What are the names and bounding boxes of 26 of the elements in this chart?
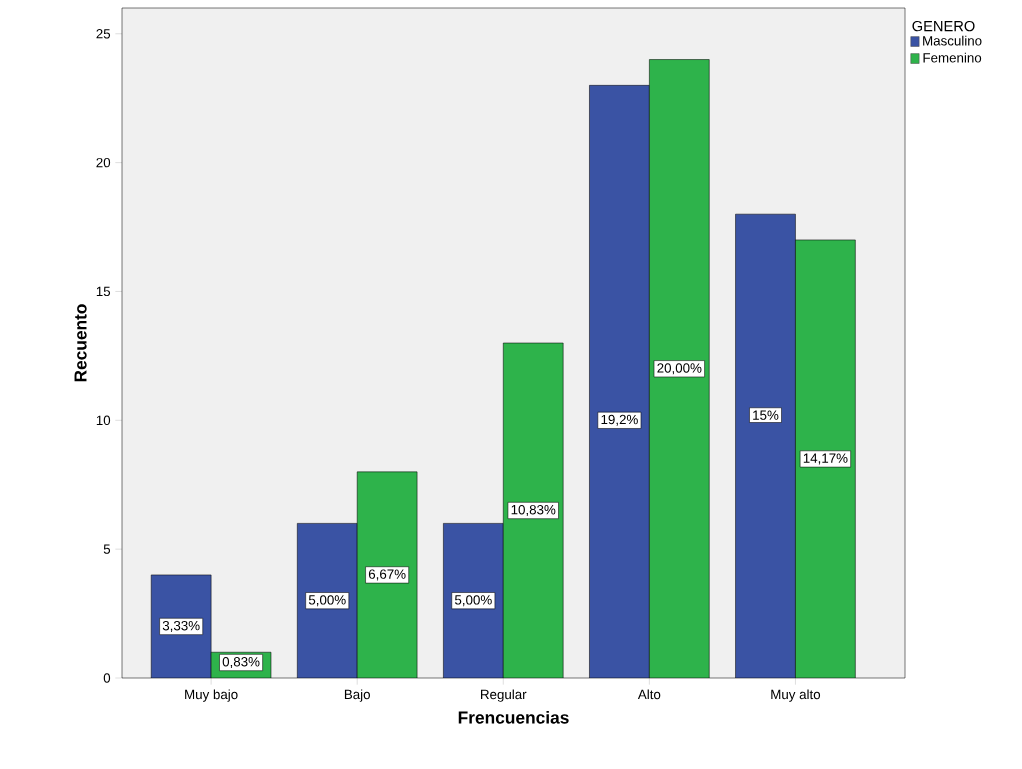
legend-label: Masculino [923, 35, 982, 46]
x-tick-label: Muy alto [771, 689, 821, 702]
annotation: 20,00% [657, 363, 702, 375]
annotation: 0,83% [222, 657, 260, 669]
y-tick-label: 10 [96, 415, 111, 426]
y-tick-label: 0 [103, 673, 111, 683]
legend-label: Femenino [923, 52, 982, 63]
y-tick-label: 20 [96, 157, 111, 168]
y-tick-label: 15 [96, 286, 111, 297]
annotation: 3,33% [162, 620, 200, 632]
annotation: 10,83% [511, 505, 556, 517]
annotation: 15% [753, 410, 779, 420]
legend-title: GENERO [912, 20, 975, 32]
annotation: 5,00% [454, 595, 492, 607]
annotation: 19,2% [601, 414, 638, 426]
annotation: 6,67% [368, 569, 406, 581]
y-tick-label: 5 [103, 544, 111, 554]
x-axis-title: Frencuencias [458, 710, 569, 724]
x-tick-label: Regular [481, 689, 527, 702]
x-tick-label: Bajo [344, 689, 370, 702]
y-tick-label: 25 [96, 29, 111, 39]
annotation: 14,17% [803, 453, 848, 465]
x-tick-label: Alto [637, 689, 661, 700]
y-axis-title: Recuento [74, 304, 87, 382]
annotation: 5,00% [308, 595, 346, 607]
x-tick-label: Muy bajo [185, 689, 238, 702]
